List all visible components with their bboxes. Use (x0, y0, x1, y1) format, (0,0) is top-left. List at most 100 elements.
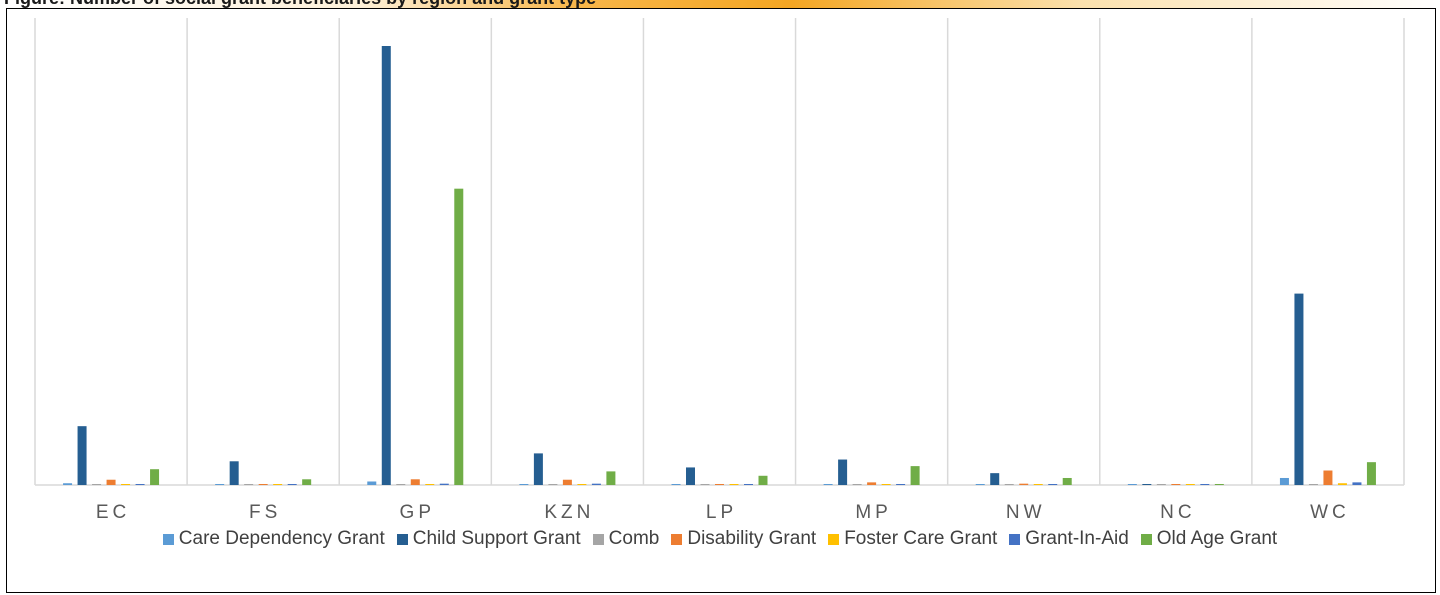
bar-wc-child-support-grant (1294, 293, 1304, 485)
legend-swatch (671, 533, 683, 545)
bar-fs-comb (244, 484, 254, 485)
legend-item-foster-care-grant: Foster Care Grant (828, 528, 997, 550)
bar-gp-disability-grant (410, 479, 420, 485)
bar-mp-comb (852, 484, 862, 485)
legend-item-old-age-grant: Old Age Grant (1140, 528, 1278, 550)
chart-title: Figure: Number of social grant beneficia… (4, 0, 596, 8)
bar-ec-child-support-grant (77, 426, 87, 485)
bar-lp-foster-care-grant (729, 484, 739, 485)
legend-item-disability-grant: Disability Grant (671, 528, 816, 550)
bar-nw-old-age-grant (1062, 477, 1072, 485)
category-label-nc: NC (1160, 502, 1195, 523)
bar-lp-care-dependency-grant (671, 484, 681, 485)
bar-lp-child-support-grant (686, 467, 695, 485)
bar-kzn-grant-in-aid (591, 483, 601, 485)
bar-ec-disability-grant (106, 479, 116, 485)
bar-mp-grant-in-aid (896, 484, 906, 485)
bar-kzn-care-dependency-grant (519, 484, 529, 485)
bar-fs-disability-grant (258, 484, 268, 485)
bar-mp-care-dependency-grant (823, 484, 833, 485)
bar-lp-comb (700, 484, 710, 485)
bar-gp-child-support-grant (381, 46, 391, 485)
bar-kzn-disability-grant (562, 479, 572, 485)
bar-nw-grant-in-aid (1048, 484, 1058, 485)
bar-nw-child-support-grant (990, 473, 1000, 485)
bar-mp-old-age-grant (910, 466, 920, 485)
bar-wc-old-age-grant (1366, 462, 1376, 485)
category-label-gp: GP (400, 502, 435, 523)
bar-nw-care-dependency-grant (975, 484, 985, 485)
legend-swatch (592, 533, 604, 545)
bar-fs-care-dependency-grant (215, 484, 225, 485)
bar-ec-care-dependency-grant (63, 483, 73, 485)
bar-fs-grant-in-aid (287, 484, 297, 485)
bar-kzn-comb (548, 484, 558, 485)
bar-nc-comb (1156, 484, 1166, 485)
title-strip: Figure: Number of social grant beneficia… (0, 0, 1440, 8)
bar-wc-care-dependency-grant (1279, 477, 1289, 485)
bar-wc-disability-grant (1323, 470, 1333, 485)
bar-gp-grant-in-aid (439, 483, 449, 485)
legend-label: Grant-In-Aid (1025, 528, 1129, 549)
bar-wc-grant-in-aid (1352, 482, 1362, 485)
bar-gp-old-age-grant (454, 188, 464, 485)
category-label-fs: FS (249, 502, 281, 523)
category-label-nw: NW (1006, 502, 1046, 523)
bar-wc-foster-care-grant (1337, 483, 1347, 485)
bar-fs-old-age-grant (302, 479, 312, 485)
legend-swatch (396, 533, 408, 545)
bar-gp-foster-care-grant (425, 484, 435, 485)
legend-label: Foster Care Grant (844, 528, 998, 549)
chart-frame (6, 8, 1436, 593)
legend-swatch (1009, 533, 1021, 545)
bar-fs-child-support-grant (229, 461, 239, 485)
category-label-wc: WC (1310, 502, 1350, 523)
bar-mp-disability-grant (867, 482, 877, 485)
bar-nw-disability-grant (1019, 483, 1029, 485)
category-label-kzn: KZN (544, 502, 594, 523)
grid-layer (34, 18, 1405, 486)
bar-wc-comb (1308, 484, 1318, 485)
bars-layer (63, 46, 1376, 485)
bar-nw-foster-care-grant (1033, 484, 1043, 485)
bar-nc-disability-grant (1171, 484, 1181, 485)
category-label-ec: EC (96, 502, 130, 523)
legend-label: Care Dependency Grant (178, 528, 385, 549)
legend-swatch (828, 533, 840, 545)
bar-lp-old-age-grant (758, 475, 768, 485)
legend-item-grant-in-aid: Grant-In-Aid (1009, 528, 1129, 550)
bar-nc-care-dependency-grant (1127, 484, 1137, 485)
legend-item-care-dependency-grant: Care Dependency Grant (162, 528, 385, 550)
legend-swatch (1140, 533, 1152, 545)
bar-nc-foster-care-grant (1185, 484, 1195, 485)
bar-nc-child-support-grant (1142, 484, 1152, 485)
legend-item-child-support-grant: Child Support Grant (396, 528, 581, 550)
bar-ec-grant-in-aid (135, 484, 145, 485)
category-label-mp: MP (855, 502, 892, 523)
bar-gp-care-dependency-grant (367, 481, 377, 485)
legend-label: Comb (608, 528, 660, 549)
bar-kzn-foster-care-grant (577, 484, 587, 485)
bar-ec-old-age-grant (150, 469, 160, 485)
legend-label: Child Support Grant (412, 528, 581, 549)
bar-ec-comb (92, 484, 102, 485)
bar-lp-grant-in-aid (744, 484, 753, 485)
bar-kzn-child-support-grant (533, 453, 543, 485)
bar-mp-foster-care-grant (881, 484, 891, 485)
bar-gp-comb (396, 484, 406, 485)
category-labels: EC FS GP KZN LP MP NW NC WC (96, 502, 1350, 523)
bar-fs-foster-care-grant (273, 484, 283, 485)
bar-kzn-old-age-grant (606, 471, 616, 485)
legend-label: Old Age Grant (1156, 528, 1278, 549)
legend-item-comb: Comb (592, 528, 660, 550)
category-label-lp: LP (706, 502, 737, 523)
legend: Care Dependency Grant Child Support Grant… (0, 528, 1440, 551)
bar-lp-disability-grant (715, 484, 724, 485)
bar-nc-old-age-grant (1214, 484, 1224, 485)
legend-label: Disability Grant (687, 528, 817, 549)
bar-nw-comb (1004, 484, 1014, 485)
bar-mp-child-support-grant (838, 459, 848, 485)
legend-swatch (162, 533, 174, 545)
bar-ec-foster-care-grant (121, 484, 131, 485)
